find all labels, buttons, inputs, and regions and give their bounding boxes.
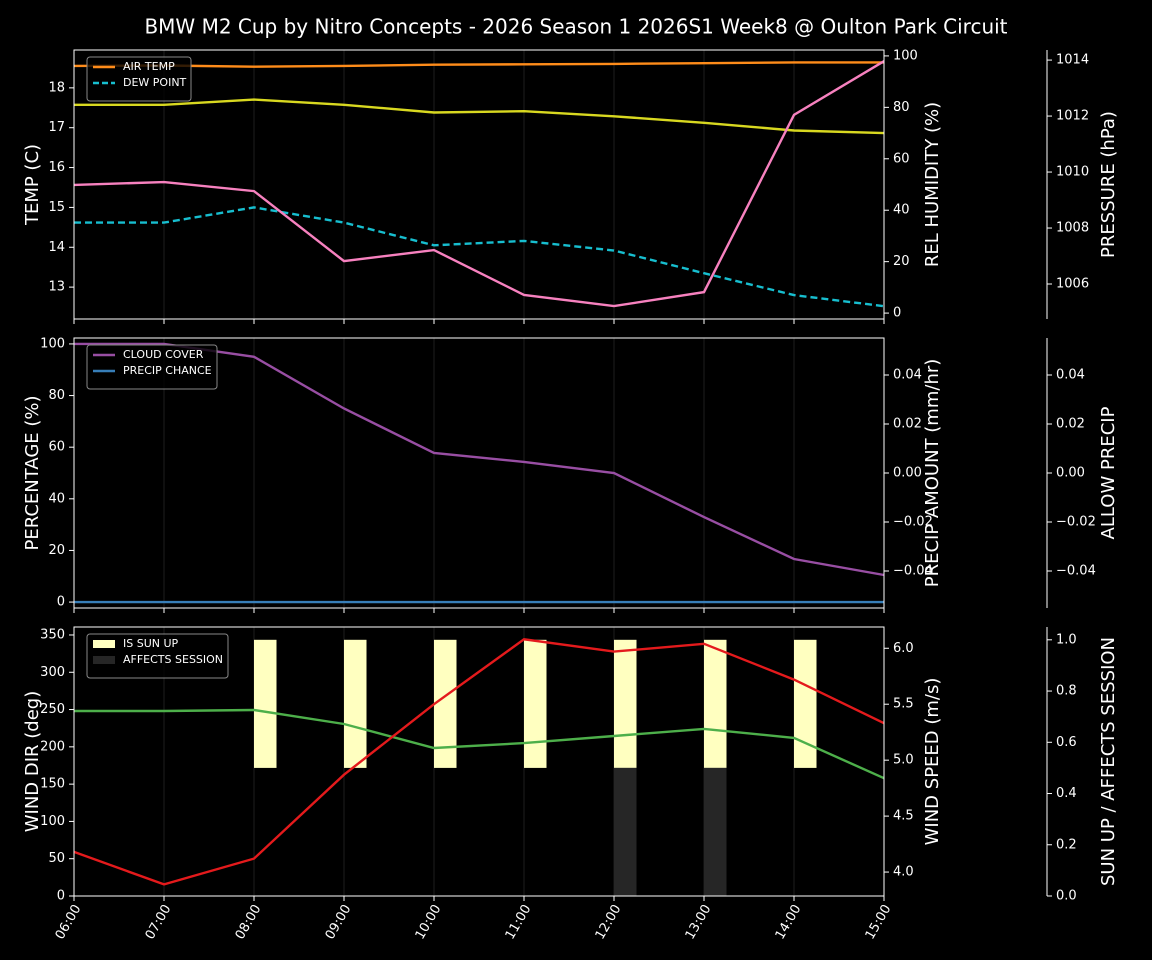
y2-tick-label: 40 bbox=[893, 203, 910, 218]
series-line bbox=[73, 60, 885, 308]
series-line bbox=[73, 638, 885, 886]
legend-label: CLOUD COVER bbox=[123, 348, 204, 361]
y-tick-label: 300 bbox=[40, 665, 65, 680]
y3label: SUN UP / AFFECTS SESSION bbox=[1098, 637, 1119, 886]
ylabel: PERCENTAGE (%) bbox=[22, 395, 43, 550]
y3-tick-label: 0.8 bbox=[1056, 684, 1077, 699]
y3label: ALLOW PRECIP bbox=[1098, 406, 1119, 539]
y3-tick-label: 0.04 bbox=[1056, 367, 1085, 382]
y-tick-label: 100 bbox=[40, 814, 65, 829]
y-tick-label: 0 bbox=[57, 889, 65, 904]
ylabel: TEMP (C) bbox=[22, 144, 43, 226]
y-tick-label: 18 bbox=[48, 80, 65, 95]
y2-tick-label: 5.0 bbox=[893, 753, 914, 768]
y-tick-label: 100 bbox=[40, 336, 65, 351]
y-tick-label: 50 bbox=[48, 851, 65, 866]
axes-frame bbox=[73, 49, 885, 320]
y2-tick-label: 4.5 bbox=[893, 809, 914, 824]
sun-up-bar bbox=[704, 639, 727, 768]
sun-up-bar bbox=[344, 639, 367, 768]
y-tick-label: 15 bbox=[48, 200, 65, 215]
y-tick-label: 200 bbox=[40, 739, 65, 754]
sun-up-bar bbox=[794, 639, 817, 768]
legend-label: PRECIP CHANCE bbox=[123, 364, 212, 377]
y3-tick-label: 0.2 bbox=[1056, 837, 1077, 852]
y-tick-label: 14 bbox=[48, 240, 65, 255]
y2-tick-label: −0.02 bbox=[893, 515, 933, 530]
y3-tick-label: 0.0 bbox=[1056, 889, 1077, 904]
y-tick-label: 13 bbox=[48, 280, 65, 295]
y3-tick-label: −0.02 bbox=[1056, 515, 1096, 530]
legend: CLOUD COVER PRECIP CHANCE bbox=[86, 344, 218, 390]
y3-tick-label: 1006 bbox=[1056, 277, 1089, 292]
y2-tick-label: 0.02 bbox=[893, 416, 922, 431]
series-line bbox=[74, 98, 885, 135]
y2label: REL HUMIDITY (%) bbox=[922, 102, 943, 267]
legend-label: AIR TEMP bbox=[123, 60, 175, 73]
y-tick-label: 350 bbox=[40, 627, 65, 642]
y3-tick-label: 1010 bbox=[1056, 165, 1089, 180]
y2-tick-label: 100 bbox=[893, 48, 918, 63]
figure-title: BMW M2 Cup by Nitro Concepts - 2026 Seas… bbox=[144, 15, 1007, 39]
y2-tick-label: 0.00 bbox=[893, 466, 922, 481]
y2-tick-label: 6.0 bbox=[893, 641, 914, 656]
sun-up-bar bbox=[614, 639, 637, 768]
sun-up-bar bbox=[254, 639, 277, 768]
legend: IS SUN UP AFFECTS SESSION bbox=[86, 633, 229, 679]
legend-swatch bbox=[93, 640, 115, 648]
y-tick-label: 150 bbox=[40, 777, 65, 792]
y-tick-label: 16 bbox=[48, 160, 65, 175]
y-tick-label: 60 bbox=[48, 440, 65, 455]
y2-tick-label: 60 bbox=[893, 151, 910, 166]
ylabel: WIND DIR (deg) bbox=[22, 691, 43, 833]
session-bar bbox=[704, 767, 727, 896]
y-tick-label: 80 bbox=[48, 388, 65, 403]
y-tick-label: 40 bbox=[48, 491, 65, 506]
series-line bbox=[74, 708, 885, 780]
legend-box bbox=[86, 344, 218, 390]
legend-label: IS SUN UP bbox=[123, 637, 179, 650]
legend-label: AFFECTS SESSION bbox=[123, 653, 223, 666]
y2-tick-label: 0.04 bbox=[893, 367, 922, 382]
y2-tick-label: 80 bbox=[893, 100, 910, 115]
y-tick-label: 0 bbox=[57, 595, 65, 610]
y3-tick-label: 1008 bbox=[1056, 221, 1089, 236]
y3-tick-label: −0.04 bbox=[1056, 564, 1096, 579]
y3-tick-label: 1012 bbox=[1056, 109, 1089, 124]
axes-frame bbox=[73, 626, 885, 897]
y3-tick-label: 1.0 bbox=[1056, 632, 1077, 647]
y2label: WIND SPEED (m/s) bbox=[922, 678, 943, 846]
y2-tick-label: 20 bbox=[893, 254, 910, 269]
y-tick-label: 250 bbox=[40, 702, 65, 717]
y3-tick-label: 0.4 bbox=[1056, 786, 1077, 801]
y3-tick-label: 0.00 bbox=[1056, 466, 1085, 481]
sun-up-bar bbox=[434, 639, 457, 768]
y-tick-label: 17 bbox=[48, 120, 65, 135]
legend-box bbox=[86, 633, 229, 679]
y3-tick-label: 0.6 bbox=[1056, 735, 1077, 750]
y3-tick-label: 0.02 bbox=[1056, 416, 1085, 431]
legend: AIR TEMP DEW POINT bbox=[86, 56, 192, 102]
y2-tick-label: −0.04 bbox=[893, 564, 933, 579]
series-line bbox=[73, 61, 884, 68]
session-bar bbox=[614, 767, 637, 896]
sun-up-bar bbox=[524, 639, 547, 768]
legend-label: DEW POINT bbox=[123, 76, 187, 89]
legend-swatch bbox=[93, 656, 115, 664]
y-tick-label: 20 bbox=[48, 543, 65, 558]
y2-tick-label: 0 bbox=[893, 306, 901, 321]
series-line bbox=[74, 206, 885, 308]
y2label: PRECIP AMOUNT (mm/hr) bbox=[922, 359, 943, 588]
y2-tick-label: 5.5 bbox=[893, 697, 914, 712]
y3-tick-label: 1014 bbox=[1056, 53, 1089, 68]
y3label: PRESSURE (hPa) bbox=[1098, 111, 1119, 258]
y2-tick-label: 4.0 bbox=[893, 865, 914, 880]
